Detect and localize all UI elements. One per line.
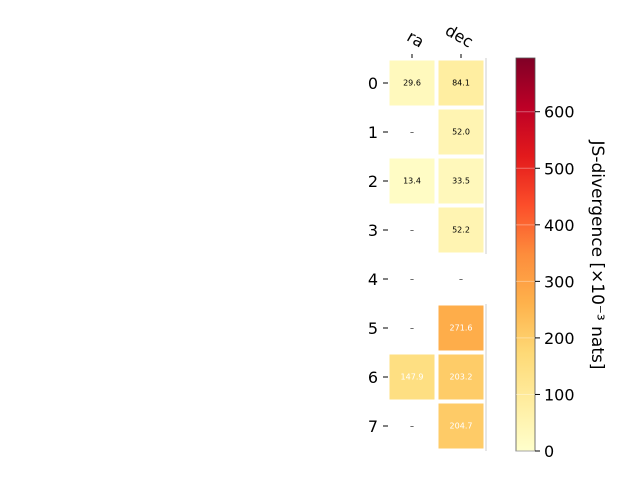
heatmap-cell xyxy=(438,305,484,351)
cell-label: 204.7 xyxy=(450,422,473,431)
colorbar-tick-label: 600 xyxy=(544,103,575,122)
heatmap-cell xyxy=(438,158,484,204)
cell-label: 13.4 xyxy=(403,177,421,186)
colorbar-tick-label: 400 xyxy=(544,216,575,235)
y-tick-label: 6 xyxy=(368,368,378,387)
cell-label: – xyxy=(410,422,414,431)
x-tick-label: dec xyxy=(442,21,476,52)
y-tick-label: 5 xyxy=(368,319,378,338)
cell-label: – xyxy=(410,275,414,284)
cell-label: 52.2 xyxy=(452,226,470,235)
colorbar-gradient xyxy=(515,57,536,452)
cell-label: 203.2 xyxy=(450,373,473,382)
colorbar-ticks: 0 100 200 300 400 500 600 xyxy=(516,103,575,461)
cell-label: – xyxy=(410,226,414,235)
colorbar-tick-label: 0 xyxy=(544,442,554,461)
cell-label: 147.9 xyxy=(401,373,424,382)
heatmap-cell xyxy=(438,354,484,400)
colorbar-tick-label: 500 xyxy=(544,159,575,178)
heatmap-cell xyxy=(438,207,484,253)
heatmap-cell xyxy=(438,60,484,106)
cell-label: 52.0 xyxy=(452,128,470,137)
colorbar-tick-label: 200 xyxy=(544,329,575,348)
y-tick-label: 3 xyxy=(368,221,378,240)
y-tick-label: 2 xyxy=(368,172,378,191)
y-tick-label: 7 xyxy=(368,417,378,436)
heatmap-cell xyxy=(438,403,484,449)
x-tick-label: ra xyxy=(404,27,428,52)
colorbar-label: JS-divergence [×10⁻³ nats] xyxy=(587,140,607,370)
y-tick-label: 4 xyxy=(368,270,378,289)
heatmap-cell xyxy=(389,60,435,106)
cell-label: 84.1 xyxy=(452,79,470,88)
heatmap-cell xyxy=(438,109,484,155)
cell-label: 271.6 xyxy=(450,324,473,333)
y-tick-label: 1 xyxy=(368,123,378,142)
cell-label: 33.5 xyxy=(452,177,470,186)
heatmap-cells: 29.6 84.1 – 52.0 13.4 33.5 – 52.2 – – – 271.6 147.9 2… xyxy=(389,60,484,449)
heatmap-cell xyxy=(389,354,435,400)
colorbar: 0 100 200 300 400 500 600 JS-divergence [×10⁻³… xyxy=(515,57,607,461)
cell-label: 29.6 xyxy=(403,79,421,88)
cell-label: – xyxy=(459,275,463,284)
cell-label: – xyxy=(410,128,414,137)
colorbar-tick-label: 100 xyxy=(544,385,575,404)
heatmap-cell xyxy=(389,158,435,204)
cell-label: – xyxy=(410,324,414,333)
colorbar-tick-label: 300 xyxy=(544,272,575,291)
y-tick-label: 0 xyxy=(368,74,378,93)
